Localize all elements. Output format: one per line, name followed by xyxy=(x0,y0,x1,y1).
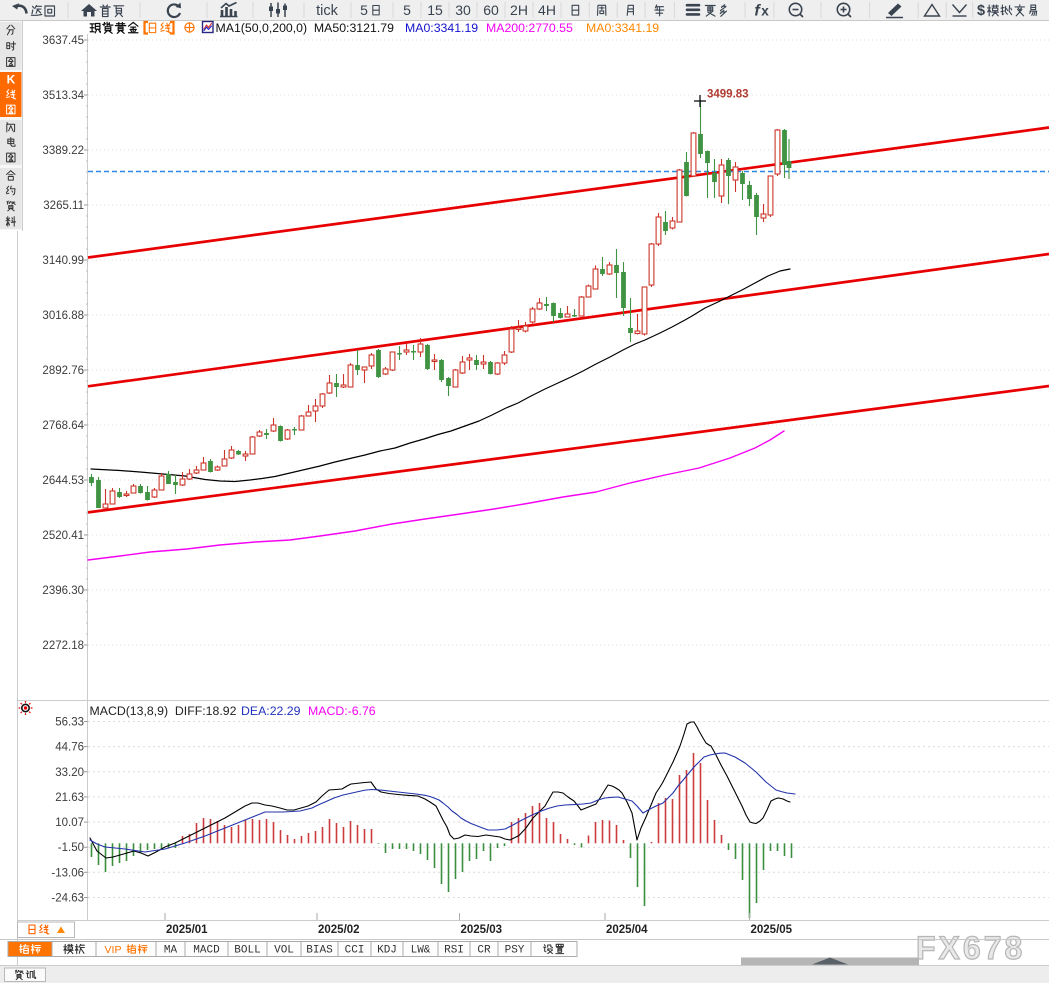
svg-text:33.20: 33.20 xyxy=(55,767,84,779)
svg-text:5: 5 xyxy=(360,2,368,18)
svg-text:MA: MA xyxy=(164,945,178,957)
svg-text:-13.06: -13.06 xyxy=(51,867,84,879)
svg-text:3389.22: 3389.22 xyxy=(42,145,84,157)
svg-text:2025/05: 2025/05 xyxy=(751,924,793,936)
svg-text:$: $ xyxy=(977,3,985,19)
svg-text:-24.63: -24.63 xyxy=(51,893,84,905)
svg-text:tick: tick xyxy=(316,3,339,19)
svg-text:FX678: FX678 xyxy=(916,930,1025,966)
svg-text:-1.50: -1.50 xyxy=(58,842,84,854)
svg-text:2892.76: 2892.76 xyxy=(42,365,84,377)
svg-text:MA0:3341.19: MA0:3341.19 xyxy=(405,21,478,35)
svg-text:30: 30 xyxy=(455,2,471,18)
svg-text:MACD:-6.76: MACD:-6.76 xyxy=(308,704,376,718)
svg-text:BIAS: BIAS xyxy=(306,945,333,957)
svg-text:60: 60 xyxy=(483,2,499,18)
svg-text:MACD: MACD xyxy=(193,945,220,957)
svg-text:2396.30: 2396.30 xyxy=(42,585,84,597)
svg-text:3016.88: 3016.88 xyxy=(42,310,84,322)
svg-text:3140.99: 3140.99 xyxy=(42,255,84,267)
svg-text:4H: 4H xyxy=(538,2,556,18)
svg-text:MA0:3341.19: MA0:3341.19 xyxy=(586,21,659,35)
svg-text:2H: 2H xyxy=(510,2,528,18)
svg-text:VOL: VOL xyxy=(274,945,294,957)
svg-text:DEA:22.29: DEA:22.29 xyxy=(241,704,301,718)
svg-text:56.33: 56.33 xyxy=(55,717,84,729)
svg-text:2025/04: 2025/04 xyxy=(606,924,648,936)
svg-text:3265.11: 3265.11 xyxy=(43,200,84,212)
svg-text:RSI: RSI xyxy=(444,945,464,957)
svg-text:PSY: PSY xyxy=(505,945,525,957)
svg-text:MACD(13,8,9) DIFF:18.92: MACD(13,8,9) DIFF:18.92 xyxy=(90,704,237,718)
svg-text:2520.41: 2520.41 xyxy=(42,530,84,542)
svg-text:44.76: 44.76 xyxy=(55,742,84,754)
svg-text:2025/03: 2025/03 xyxy=(461,924,503,936)
svg-text:KDJ: KDJ xyxy=(377,945,397,957)
svg-text:CCI: CCI xyxy=(345,945,365,957)
svg-text:3499.83: 3499.83 xyxy=(707,89,749,101)
svg-text:VIP: VIP xyxy=(105,944,122,956)
svg-text:21.63: 21.63 xyxy=(55,792,84,804)
svg-text:2025/01: 2025/01 xyxy=(166,924,208,936)
svg-text:15: 15 xyxy=(427,2,443,18)
svg-text:2644.53: 2644.53 xyxy=(42,475,84,487)
svg-text:5: 5 xyxy=(403,2,411,18)
svg-text:x: x xyxy=(761,4,769,19)
svg-text:MA1(50,0,200,0) MA50:3121.79: MA1(50,0,200,0) MA50:3121.79 xyxy=(216,21,395,35)
svg-text:FX678: FX678 xyxy=(916,930,1025,966)
svg-text:CR: CR xyxy=(477,945,491,957)
svg-text:BOLL: BOLL xyxy=(234,945,260,957)
svg-text:K: K xyxy=(7,73,16,87)
svg-text:2768.64: 2768.64 xyxy=(42,420,84,432)
svg-text:LW&: LW& xyxy=(411,945,431,957)
svg-text:2025/02: 2025/02 xyxy=(318,924,360,936)
svg-text:3513.34: 3513.34 xyxy=(42,90,84,102)
svg-text:10.07: 10.07 xyxy=(55,817,84,829)
svg-text:f: f xyxy=(754,3,761,20)
svg-text:MA200:2770.55: MA200:2770.55 xyxy=(486,21,573,35)
svg-text:3637.45: 3637.45 xyxy=(42,35,84,47)
svg-text:2272.18: 2272.18 xyxy=(42,640,84,652)
